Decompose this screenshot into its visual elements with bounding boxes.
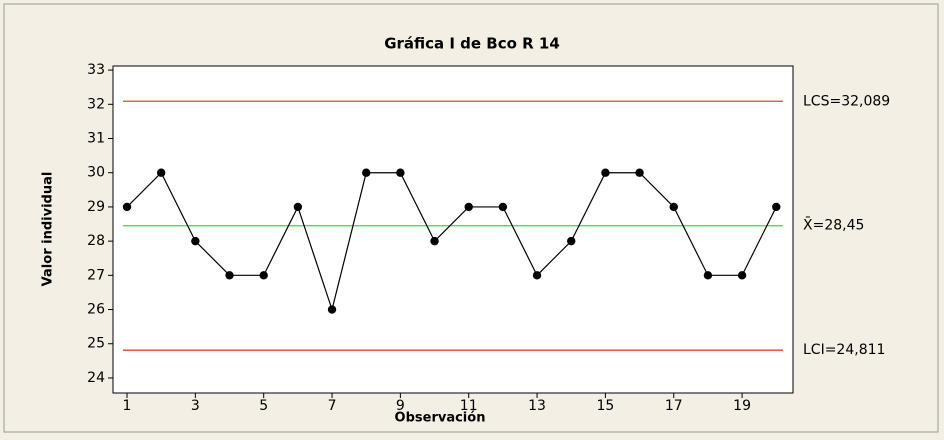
data-point <box>396 168 405 177</box>
control-label: LCS=32,089 <box>803 93 890 109</box>
x-axis-label: Observación <box>395 411 486 426</box>
x-tick-label: 3 <box>191 398 200 414</box>
data-line <box>126 171 777 312</box>
x-tick-label: 19 <box>733 398 751 414</box>
y-tick-label: 32 <box>87 96 105 112</box>
data-point <box>601 168 610 177</box>
data-point <box>430 236 439 246</box>
data-point <box>191 236 200 246</box>
y-tick-label: 26 <box>87 302 105 318</box>
y-tick-label: 33 <box>87 62 105 78</box>
data-point <box>498 202 508 212</box>
data-point <box>703 271 713 280</box>
x-tick-label: 1 <box>123 398 132 414</box>
data-point <box>293 202 303 212</box>
data-point <box>772 202 781 212</box>
data-point <box>532 271 542 280</box>
x-tick-label: 11 <box>460 398 478 414</box>
x-tick-label: 5 <box>259 398 268 414</box>
data-point <box>737 271 747 280</box>
x-tick-label: 7 <box>328 398 337 414</box>
data-point <box>156 168 166 177</box>
control-label: LCI=24,811 <box>803 342 885 358</box>
plot-area <box>112 65 794 394</box>
control-label: X̄=28,45 <box>803 216 864 234</box>
data-point <box>567 236 576 246</box>
x-tick-label: 13 <box>528 398 546 414</box>
data-point <box>464 202 473 212</box>
data-point <box>327 305 337 314</box>
data-point <box>122 202 132 212</box>
y-tick-label: 28 <box>87 233 105 249</box>
y-tick-label: 27 <box>87 267 105 283</box>
data-point <box>225 271 234 280</box>
data-point <box>669 202 678 212</box>
y-tick-label: 25 <box>87 336 105 352</box>
data-point <box>259 271 268 280</box>
data-point <box>635 168 644 177</box>
x-tick-label: 9 <box>396 398 405 414</box>
y-tick-label: 29 <box>87 199 105 215</box>
y-axis-label: Valor individual <box>41 172 56 287</box>
y-tick-label: 24 <box>87 370 105 386</box>
chart-title: Gráfica I de Bco R 14 <box>384 35 560 53</box>
x-tick-label: 15 <box>596 398 614 414</box>
x-tick-label: 17 <box>665 398 683 414</box>
y-tick-label: 30 <box>87 165 105 181</box>
y-tick-label: 31 <box>87 131 105 147</box>
data-point <box>362 168 371 177</box>
